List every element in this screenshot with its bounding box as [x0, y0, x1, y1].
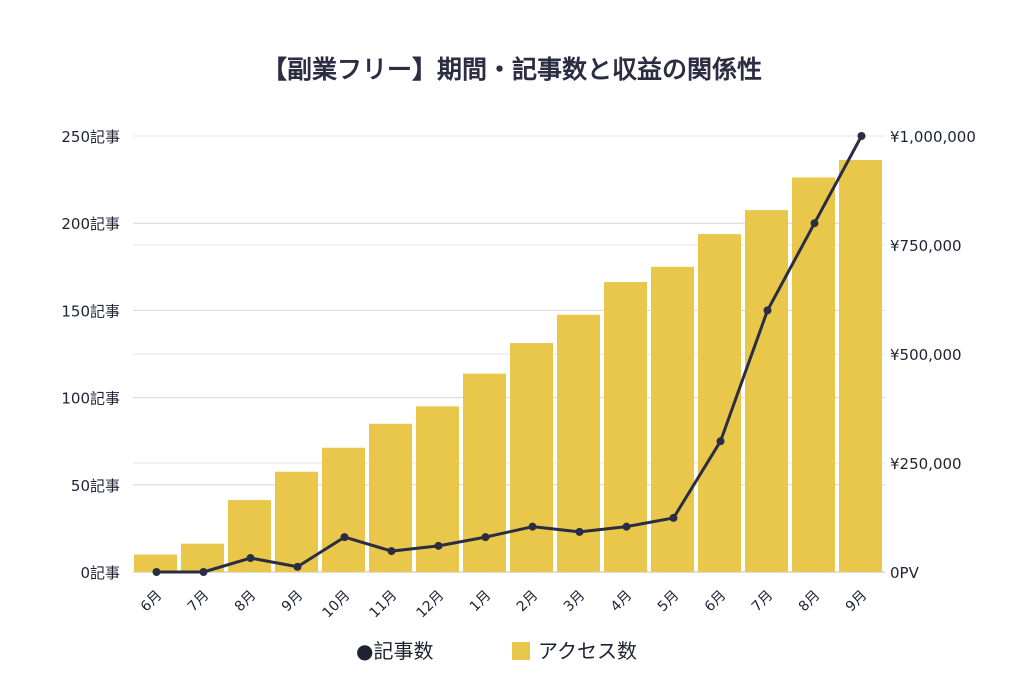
chart-title: 【副業フリー】期間・記事数と収益の関係性 [261, 55, 762, 84]
x-tick-label: 11月 [367, 588, 401, 622]
point-article-1 [152, 568, 161, 576]
point-article-6 [387, 547, 396, 556]
x-tick-label: 8月 [232, 588, 260, 616]
point-article-5 [340, 533, 349, 542]
x-tick-label: 7月 [749, 588, 777, 616]
point-article-4 [293, 562, 302, 571]
legend-swatch-access [512, 642, 530, 660]
bar-access-14 [745, 210, 788, 572]
right-tick-label: ¥250,000 [890, 455, 962, 473]
x-tick-label: 6月 [702, 588, 730, 616]
line-series [152, 132, 866, 576]
left-tick-label: 0記事 [80, 564, 120, 582]
left-tick-label: 150記事 [61, 302, 120, 320]
legend-label-access: アクセス数 [538, 639, 637, 663]
point-article-16 [857, 132, 866, 140]
x-tick-label: 9月 [843, 588, 871, 616]
x-tick-label: 5月 [655, 588, 683, 616]
point-article-14 [763, 306, 772, 315]
x-tick-label: 10月 [320, 588, 354, 622]
right-tick-label: ¥1,000,000 [890, 128, 976, 146]
right-tick-label: ¥750,000 [890, 237, 962, 255]
left-tick-label: 250記事 [61, 128, 120, 146]
point-article-15 [810, 219, 819, 228]
bar-access-4 [275, 471, 318, 572]
point-article-12 [669, 513, 678, 522]
bar-access-9 [510, 343, 553, 572]
bar-access-1 [134, 554, 177, 572]
x-tick-label: 1月 [467, 588, 495, 616]
point-article-10 [575, 527, 584, 536]
point-article-7 [434, 541, 443, 550]
bar-access-5 [322, 447, 365, 572]
left-tick-label: 100記事 [61, 390, 120, 408]
left-tick-label: 50記事 [71, 477, 120, 495]
x-tick-label: 2月 [514, 588, 542, 616]
right-tick-label: ¥500,000 [890, 346, 962, 364]
legend-label-article-count: ●記事数 [356, 639, 433, 663]
point-article-3 [246, 554, 255, 563]
bar-access-12 [651, 266, 694, 572]
x-tick-label: 12月 [414, 588, 448, 622]
right-axis: 0PV ¥250,000 ¥500,000 ¥750,000 ¥1,000,000 [890, 128, 976, 582]
point-article-2 [199, 568, 208, 576]
bar-access-8 [463, 373, 506, 572]
bar-access-15 [792, 177, 835, 573]
bar-series [134, 159, 882, 573]
left-tick-label: 200記事 [61, 215, 120, 233]
left-axis: 0記事 50記事 100記事 150記事 200記事 250記事 [61, 128, 120, 582]
point-article-8 [481, 533, 490, 542]
right-tick-label: 0PV [890, 564, 920, 582]
line-article-count [156, 135, 863, 574]
x-tick-label: 4月 [608, 588, 636, 616]
point-article-11 [622, 522, 631, 531]
x-tick-label: 6月 [138, 588, 166, 616]
point-article-13 [716, 437, 725, 446]
legend: ●記事数 アクセス数 [356, 639, 637, 663]
x-tick-label: 8月 [796, 588, 824, 616]
x-tick-label: 9月 [279, 588, 307, 616]
x-tick-label: 7月 [185, 588, 213, 616]
bar-access-16 [839, 159, 882, 573]
x-axis: 6月 7月 8月 9月 10月 11月 12月 1月 2月 3月 4月 5月 6月 7月 8月 9月 [138, 588, 871, 622]
x-tick-label: 3月 [561, 588, 589, 616]
point-article-9 [528, 522, 537, 531]
